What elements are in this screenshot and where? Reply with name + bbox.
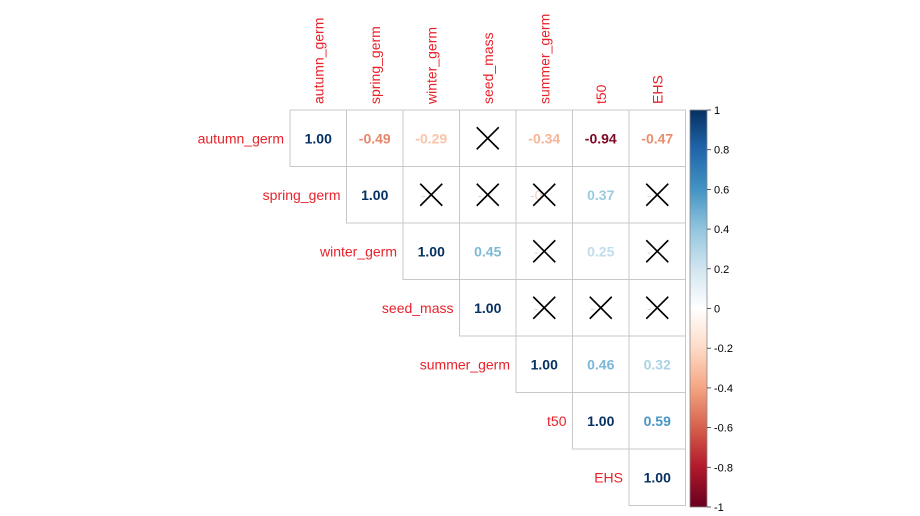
faint-value-seed_mass-summer_germ: - [534, 300, 539, 316]
insignificant-cross-icon [476, 126, 500, 150]
faint-value-seed_mass-t50: - [590, 300, 595, 316]
value-t50-EHS: 0.59 [644, 413, 671, 429]
matrix-cell-EHS-EHS [628, 448, 686, 506]
value-autumn_germ-EHS: -0.47 [641, 130, 673, 146]
variable-labels: autumn_germ autumn_germ spring_germ spring_… [198, 14, 666, 486]
column-label-autumn_germ: autumn_germ [310, 18, 326, 104]
matrix-cell-autumn_germ-winter_germ [402, 109, 460, 167]
row-label-EHS: EHS [594, 469, 623, 485]
column-label-winter_germ: winter_germ [423, 27, 439, 105]
value-winter_germ-winter_germ: 1.00 [418, 243, 445, 259]
value-autumn_germ-winter_germ: -0.29 [415, 130, 447, 146]
matrix-cell-autumn_germ-autumn_germ [289, 109, 347, 167]
matrix-cell-seed_mass-seed_mass [459, 279, 517, 337]
colorbar-tick-label: 0.8 [714, 145, 729, 157]
matrix-cell-winter_germ-t50 [572, 222, 630, 280]
insignificant-cross-icon [532, 239, 556, 263]
faint-value-spring_germ-summer_germ: -0 [530, 187, 543, 203]
column-label-spring_germ: spring_germ [367, 26, 383, 104]
matrix-cells: 1.00 -0.49 -0.29 -0.34 -0.94 -0.47 1.00 - - -0 0.3… [305, 126, 673, 485]
value-summer_germ-t50: 0.46 [587, 356, 614, 372]
row-label-summer_germ: summer_germ [420, 356, 510, 372]
matrix-cell-autumn_germ-spring_germ [346, 109, 404, 167]
faint-value-seed_mass-EHS: - [647, 300, 652, 316]
insignificant-cross-icon [532, 183, 556, 207]
insignificant-cross-icon [532, 296, 556, 320]
colorbar-tick-label: -0.2 [714, 343, 733, 355]
matrix-cell-summer_germ-EHS [628, 335, 686, 393]
column-label-summer_germ: summer_germ [536, 14, 552, 104]
insignificant-cross-icon [645, 239, 669, 263]
insignificant-cross-icon [476, 183, 500, 207]
column-label-seed_mass: seed_mass [480, 32, 496, 104]
faint-value-spring_germ-EHS: - [647, 187, 652, 203]
value-autumn_germ-t50: -0.94 [585, 130, 617, 146]
value-seed_mass-seed_mass: 1.00 [474, 300, 501, 316]
matrix-cell-spring_germ-spring_germ [346, 166, 404, 224]
colorbar-tick-label: 0.2 [714, 264, 729, 276]
column-label-EHS: EHS [649, 75, 665, 104]
matrix-cell-t50-EHS [628, 392, 686, 450]
colorbar-tick-label: 1 [714, 105, 720, 117]
value-winter_germ-seed_mass: 0.45 [474, 243, 501, 259]
value-autumn_germ-summer_germ: -0.34 [528, 130, 560, 146]
matrix-cell-summer_germ-summer_germ [515, 335, 573, 393]
faint-value-winter_germ-EHS: - [647, 243, 652, 259]
value-autumn_germ-autumn_germ: 1.00 [305, 130, 332, 146]
faint-value-spring_germ-winter_germ: - [421, 187, 426, 203]
matrix-cell-autumn_germ-t50 [572, 109, 630, 167]
insignificant-cross-icon [589, 296, 613, 320]
colorbar-gradient [689, 109, 708, 508]
column-label-t50: t50 [593, 84, 609, 104]
insignificant-cross-icon [645, 296, 669, 320]
insignificant-cross-icon [645, 183, 669, 207]
colorbar-tick-label: -0.6 [714, 423, 733, 435]
value-summer_germ-EHS: 0.32 [644, 356, 671, 372]
colorbar-tick-label: 0 [714, 304, 720, 316]
value-EHS-EHS: 1.00 [644, 469, 671, 485]
row-label-spring_germ: spring_germ [263, 187, 341, 203]
matrix-cell-spring_germ-t50 [572, 166, 630, 224]
colorbar-tick-label: -1 [714, 502, 724, 514]
colorbar-tick-label: 0.6 [714, 184, 729, 196]
value-winter_germ-t50: 0.25 [587, 243, 614, 259]
value-t50-t50: 1.00 [587, 413, 614, 429]
colorbar: 1 0.8 0.6 0.4 0.2 0 -0.2 -0.4 -0.6 -0.8 -1 [689, 105, 733, 514]
matrix-grid [289, 109, 686, 506]
matrix-cell-winter_germ-winter_germ [402, 222, 460, 280]
row-label-t50: t50 [547, 413, 567, 429]
row-label-autumn_germ: autumn_germ [198, 130, 284, 146]
colorbar-tick-label: 0.4 [714, 224, 729, 236]
row-label-seed_mass: seed_mass [382, 300, 454, 316]
matrix-cell-seed_mass-EHS [628, 279, 686, 337]
value-summer_germ-summer_germ: 1.00 [531, 356, 558, 372]
colorbar-tick-label: -0.8 [714, 462, 733, 474]
faint-value-winter_germ-summer_germ: - [534, 243, 539, 259]
row-label-winter_germ: winter_germ [319, 243, 397, 259]
value-autumn_germ-spring_germ: -0.49 [359, 130, 391, 146]
value-spring_germ-spring_germ: 1.00 [361, 187, 388, 203]
insignificant-cross-icon [419, 183, 443, 207]
value-spring_germ-t50: 0.37 [587, 187, 614, 203]
faint-value-spring_germ-seed_mass: - [477, 187, 482, 203]
colorbar-tick-label: -0.4 [714, 383, 733, 395]
